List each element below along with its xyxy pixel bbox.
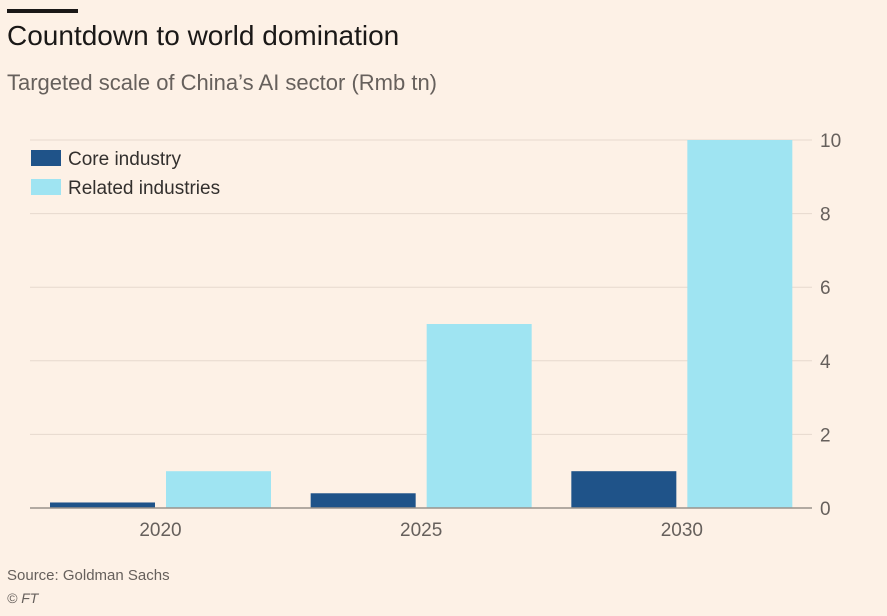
x-tick-label: 2020 [139, 520, 181, 541]
legend-label-core: Core industry [68, 149, 181, 170]
legend-swatch-related [31, 179, 61, 195]
bar-core-2030 [571, 471, 677, 508]
x-tick-label: 2030 [661, 520, 703, 541]
y-tick-label: 0 [820, 499, 831, 520]
source-note: Source: Goldman Sachs [7, 567, 170, 584]
bar-core-2025 [310, 493, 416, 508]
chart-title: Countdown to world domination [7, 20, 400, 51]
y-tick-label: 4 [820, 352, 831, 373]
y-tick-label: 2 [820, 425, 831, 446]
bar-related-2020 [166, 471, 271, 508]
y-tick-label: 10 [820, 131, 841, 152]
y-tick-label: 8 [820, 205, 831, 226]
bar-core-2020 [50, 502, 155, 508]
y-tick-label: 6 [820, 278, 831, 299]
copyright-note: © FT [7, 590, 39, 606]
legend-label-related: Related industries [68, 178, 220, 199]
legend-swatch-core [31, 150, 61, 166]
chart-subtitle: Targeted scale of China’s AI sector (Rmb… [7, 70, 438, 95]
bar-related-2025 [426, 324, 532, 508]
bar-chart: 0 2 4 6 8 10 2020 2025 2030 Core industry Related … [30, 131, 841, 541]
top-rule [7, 9, 78, 13]
x-tick-label: 2025 [400, 520, 442, 541]
bar-related-2030 [687, 140, 793, 508]
